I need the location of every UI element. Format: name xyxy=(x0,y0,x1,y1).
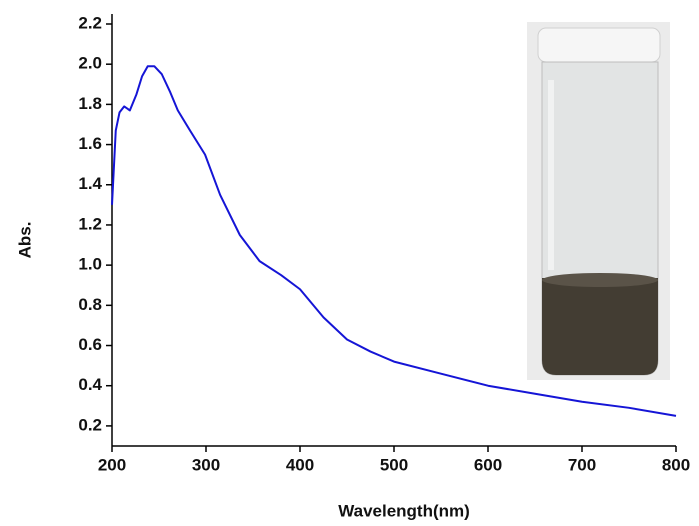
y-axis-label: Abs. xyxy=(15,222,34,259)
x-tick-label: 200 xyxy=(98,455,126,474)
y-tick-label: 1.4 xyxy=(78,174,102,193)
y-tick-label: 2.2 xyxy=(78,13,102,32)
y-tick-label: 0.4 xyxy=(78,375,102,394)
y-tick-label: 0.6 xyxy=(78,335,102,354)
x-tick-label: 700 xyxy=(568,455,596,474)
y-tick-label: 2.0 xyxy=(78,54,102,73)
line xyxy=(111,65,677,417)
x-tick-label: 500 xyxy=(380,455,408,474)
y-tick-label: 1.0 xyxy=(78,255,102,274)
x-tick-label: 800 xyxy=(662,455,690,474)
y-tick-label: 1.8 xyxy=(78,94,102,113)
y-tick-label: 1.6 xyxy=(78,134,102,153)
inset-photo xyxy=(527,22,670,380)
y-tick-label: 0.2 xyxy=(78,415,102,434)
x-tick-label: 600 xyxy=(474,455,502,474)
x-tick-label: 300 xyxy=(192,455,220,474)
x-axis-label: Wavelength(nm) xyxy=(338,501,470,520)
y-tick-label: 0.8 xyxy=(78,295,102,314)
y-tick-label: 1.2 xyxy=(78,214,102,233)
x-tick-label: 400 xyxy=(286,455,314,474)
